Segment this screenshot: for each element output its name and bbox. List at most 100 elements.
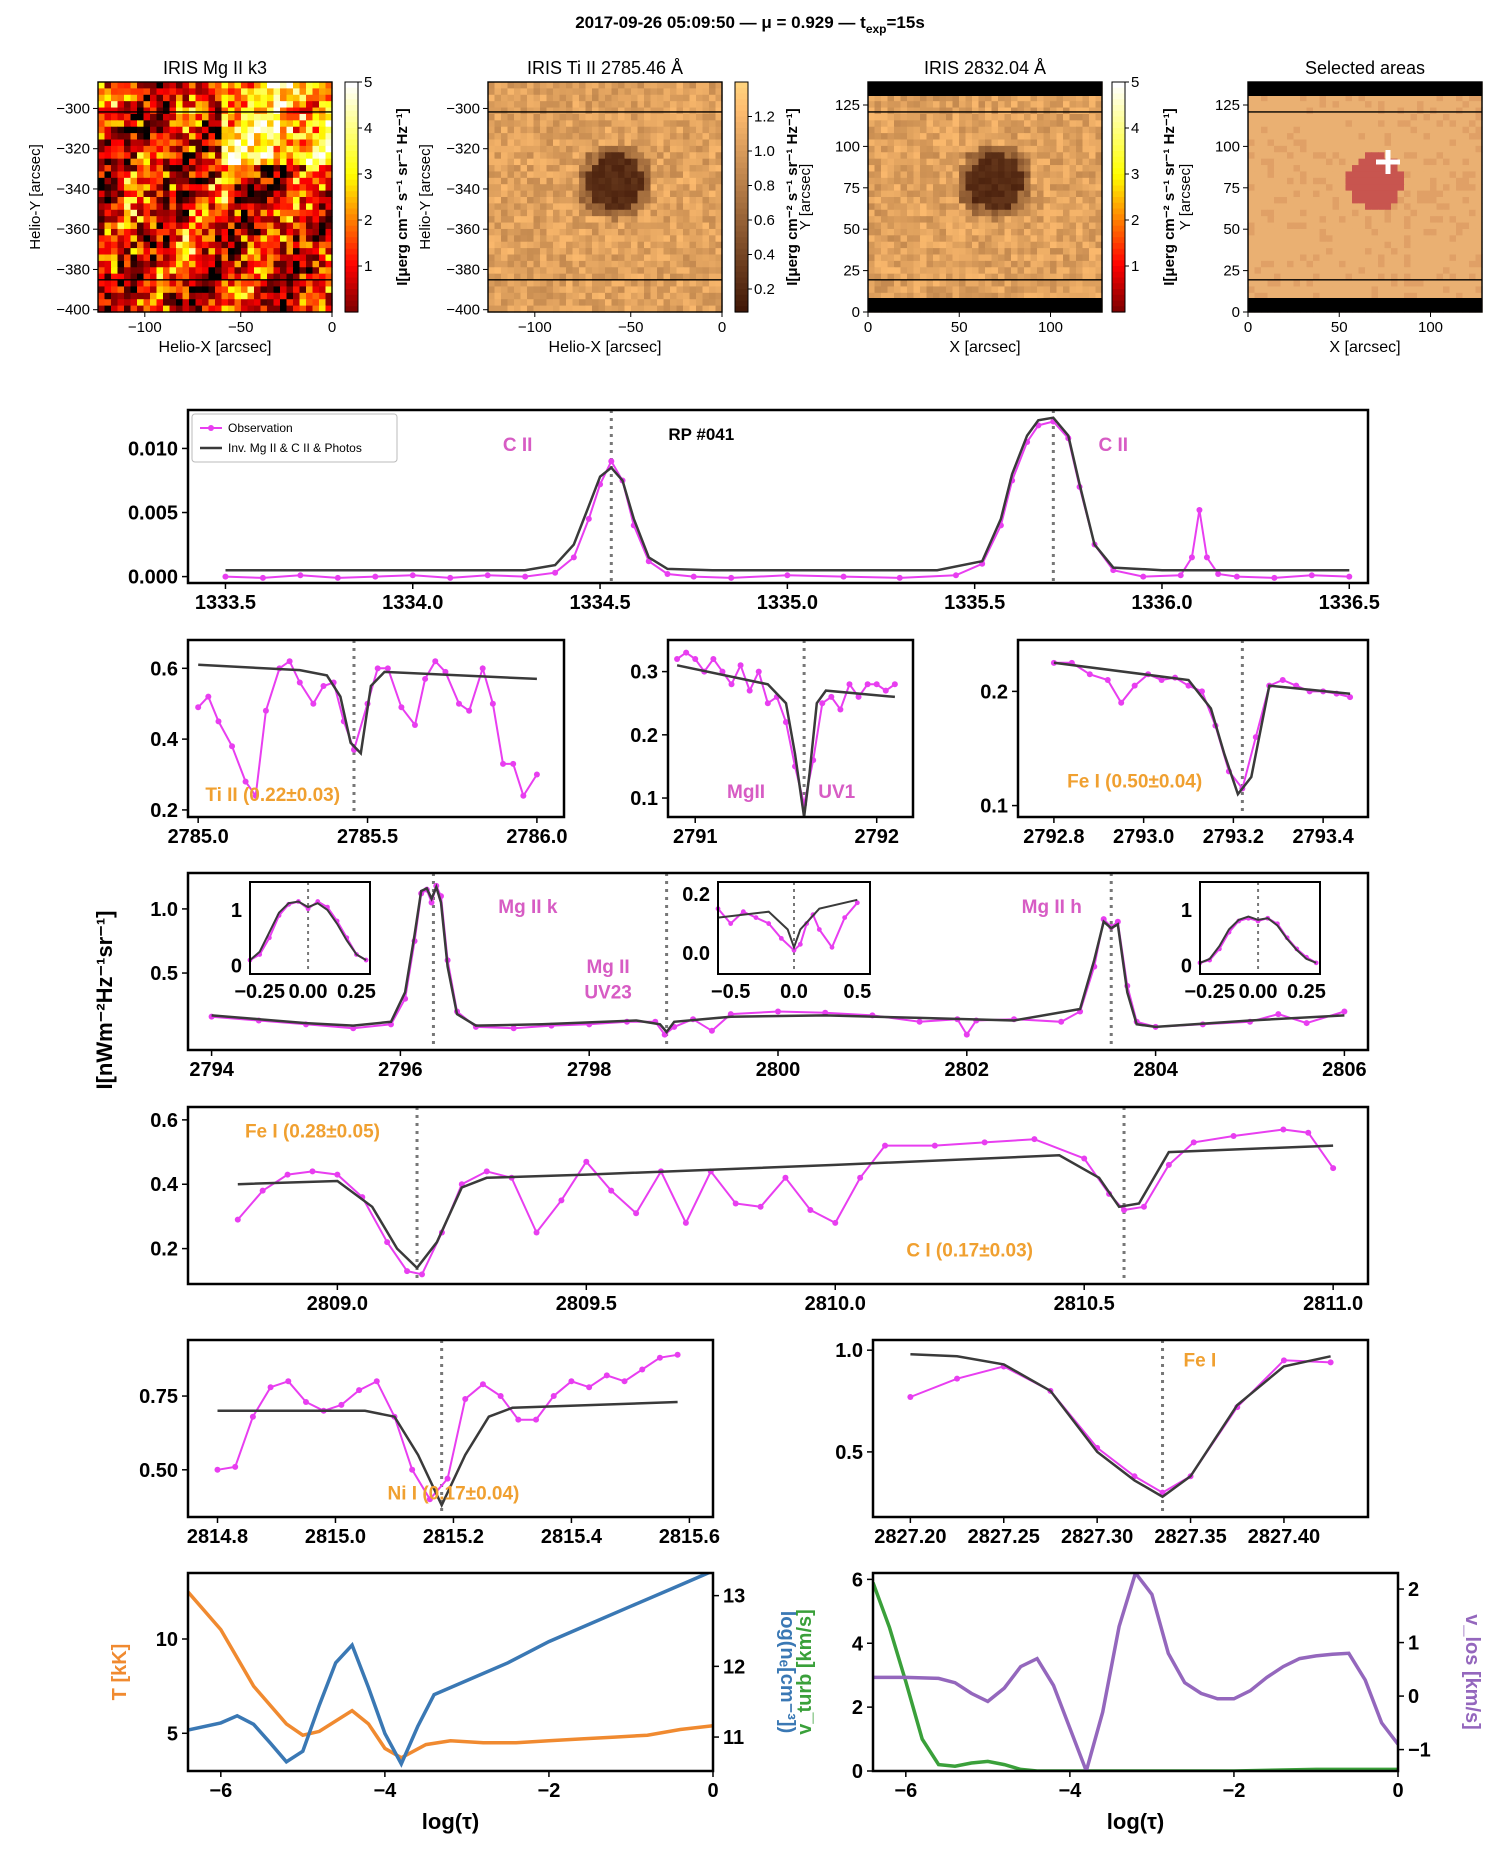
image-pixel	[98, 88, 106, 96]
colorbar-label: I[μerg cm⁻² s⁻¹ sr⁻¹ Hz⁻¹]	[784, 108, 801, 286]
image-pixel	[143, 254, 151, 262]
image-pixel	[913, 292, 921, 300]
image-pixel	[907, 120, 915, 128]
image-pixel	[117, 113, 125, 121]
image-pixel	[156, 113, 164, 121]
image-pixel	[533, 305, 541, 313]
image-pixel	[1037, 120, 1045, 128]
image-pixel	[894, 260, 902, 268]
image-pixel	[631, 241, 639, 249]
image-pixel	[137, 82, 145, 89]
image-pixel	[676, 222, 684, 230]
image-pixel	[306, 203, 314, 211]
image-pixel	[939, 126, 947, 134]
image-pixel	[1004, 241, 1012, 249]
image-pixel	[111, 177, 119, 185]
image-pixel	[553, 235, 561, 243]
image-pixel	[143, 152, 151, 160]
image-pixel	[566, 280, 574, 288]
image-pixel	[1378, 139, 1386, 147]
image-pixel	[585, 209, 593, 217]
image-pixel	[592, 120, 600, 128]
image-pixel	[907, 222, 915, 230]
image-pixel	[933, 228, 941, 236]
image-pixel	[1430, 113, 1438, 121]
image-pixel	[156, 305, 164, 313]
image-pixel	[182, 165, 190, 173]
colorbar-segment	[345, 277, 358, 284]
image-pixel	[1326, 177, 1334, 185]
image-pixel	[163, 158, 171, 166]
image-pixel	[605, 280, 613, 288]
image-pixel	[1300, 228, 1308, 236]
image-pixel	[241, 248, 249, 256]
image-pixel	[254, 222, 262, 230]
image-pixel	[111, 158, 119, 166]
image-pixel	[1095, 126, 1103, 134]
image-pixel	[280, 197, 288, 204]
image-pixel	[1456, 165, 1464, 173]
image-pixel	[1267, 216, 1275, 224]
image-pixel	[702, 165, 710, 173]
image-pixel	[959, 113, 967, 121]
image-pixel	[280, 133, 288, 141]
image-pixel	[670, 216, 678, 224]
image-pixel	[676, 254, 684, 262]
image-pixel	[215, 158, 223, 166]
image-pixel	[507, 165, 515, 173]
image-pixel	[208, 171, 216, 179]
image-pixel	[868, 273, 876, 281]
image-pixel	[221, 235, 229, 243]
image-pixel	[494, 139, 502, 147]
image-pixel	[1261, 152, 1269, 160]
image-pixel	[507, 94, 515, 102]
image-pixel	[670, 126, 678, 134]
image-pixel	[657, 260, 665, 268]
image-pixel	[572, 222, 580, 230]
image-pixel	[991, 133, 999, 141]
image-pixel	[689, 248, 697, 256]
image-pixel	[1469, 228, 1477, 236]
image-pixel	[637, 248, 645, 256]
image-pixel	[215, 113, 223, 121]
image-pixel	[202, 267, 210, 275]
colorbar-segment	[1112, 300, 1125, 307]
image-pixel	[1274, 209, 1282, 217]
image-pixel	[130, 209, 138, 217]
image-pixel	[566, 126, 574, 134]
image-pixel	[1050, 145, 1058, 153]
image-pixel	[325, 113, 333, 121]
image-pixel	[501, 165, 509, 173]
image-pixel	[559, 273, 567, 281]
image-pixel	[1024, 165, 1032, 173]
image-pixel	[124, 299, 132, 307]
image-pixel	[494, 165, 502, 173]
image-pixel	[998, 107, 1006, 115]
image-pixel	[247, 299, 255, 307]
image-pixel	[566, 209, 574, 217]
colorbar-segment	[345, 214, 358, 221]
image-pixel	[494, 267, 502, 275]
image-pixel	[572, 260, 580, 268]
colorbar-segment	[735, 145, 748, 152]
image-pixel	[228, 241, 236, 249]
colorbar-segment	[1112, 116, 1125, 123]
image-pixel	[1462, 120, 1470, 128]
image-pixel	[143, 203, 151, 211]
image-pixel	[985, 286, 993, 294]
image-pixel	[1095, 222, 1103, 230]
image-pixel	[143, 94, 151, 102]
image-pixel	[1475, 145, 1483, 153]
image-pixel	[1345, 126, 1353, 134]
image-pixel	[1306, 107, 1314, 115]
image-pixel	[124, 101, 132, 109]
image-pixel	[894, 145, 902, 153]
image-pixel	[1024, 280, 1032, 288]
image-pixel	[247, 107, 255, 115]
image-pixel	[1069, 267, 1077, 275]
image-pixel	[702, 190, 710, 198]
image-pixel	[1332, 228, 1340, 236]
image-pixel	[111, 299, 119, 307]
image-pixel	[1300, 145, 1308, 153]
image-pixel	[247, 254, 255, 262]
